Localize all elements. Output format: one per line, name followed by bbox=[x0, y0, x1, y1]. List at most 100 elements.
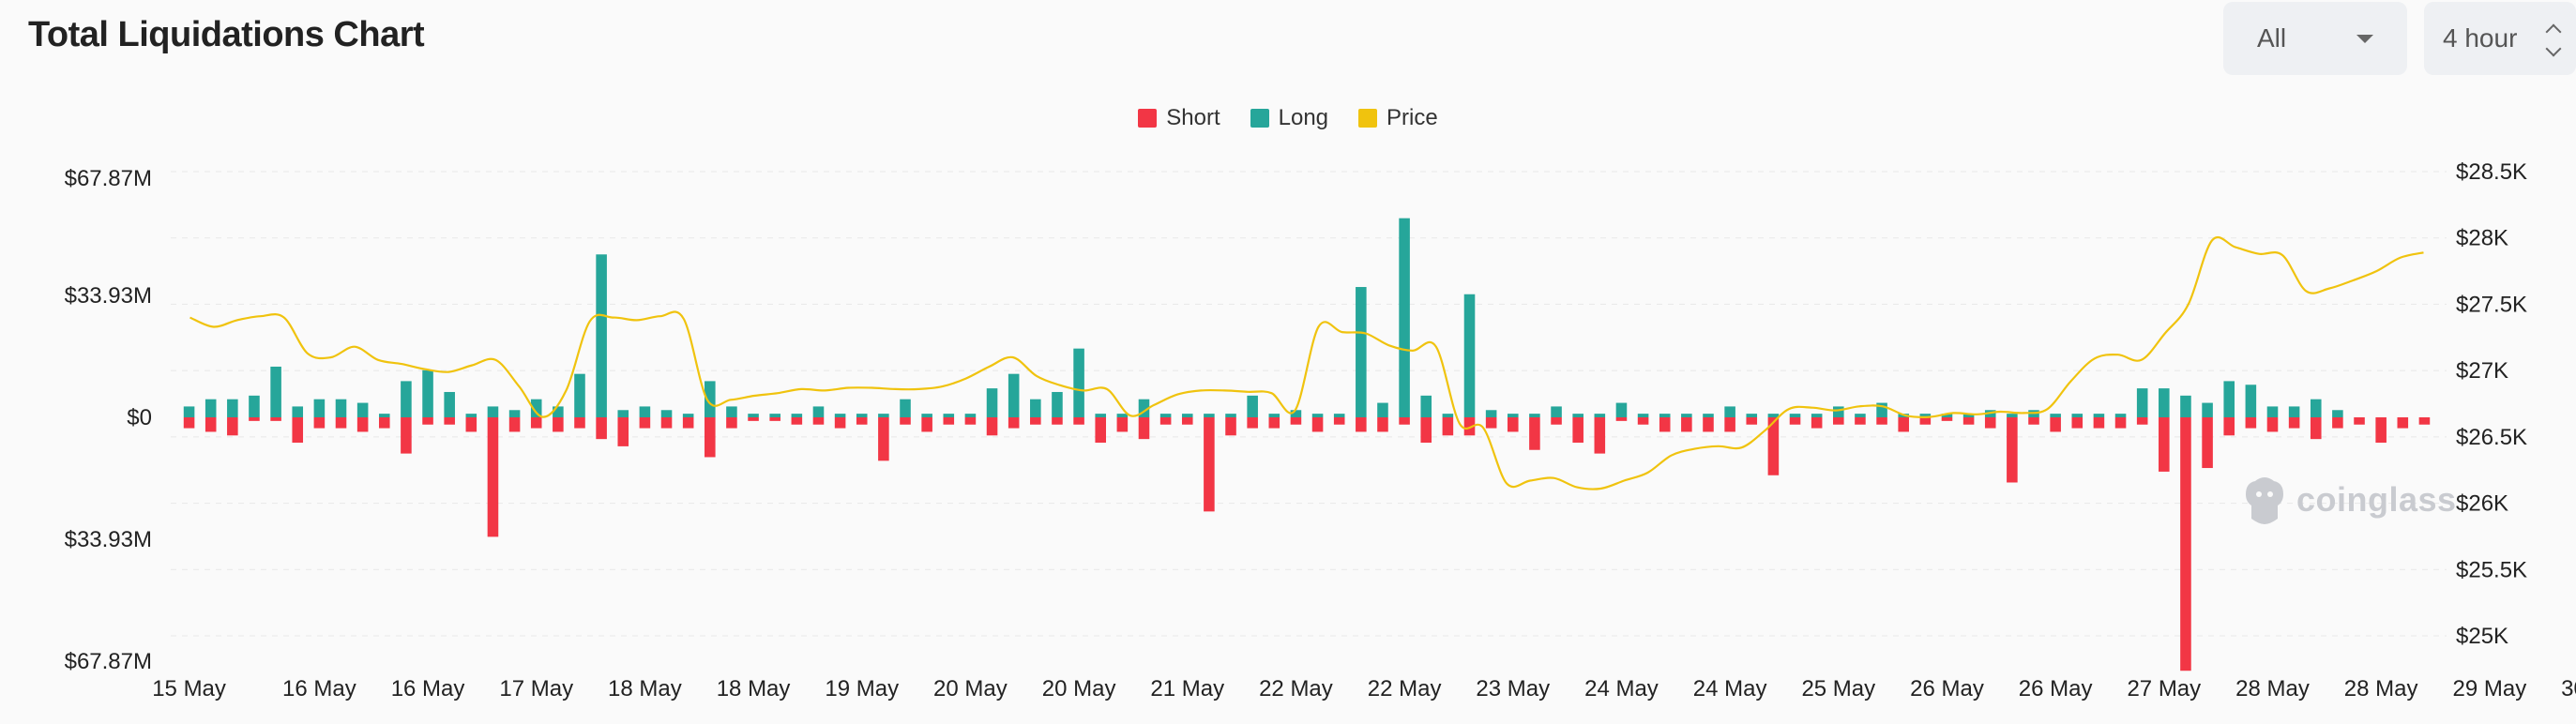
short-bar[interactable] bbox=[1637, 417, 1649, 425]
long-bar[interactable] bbox=[1377, 402, 1388, 417]
long-bar[interactable] bbox=[270, 366, 281, 417]
short-bar[interactable] bbox=[1855, 417, 1866, 425]
short-bar[interactable] bbox=[335, 417, 347, 429]
long-bar[interactable] bbox=[2007, 414, 2018, 417]
long-bar[interactable] bbox=[1919, 414, 1932, 417]
long-bar[interactable] bbox=[249, 395, 260, 417]
long-bar[interactable] bbox=[1225, 414, 1236, 417]
long-bar[interactable] bbox=[1159, 414, 1172, 417]
short-bar[interactable] bbox=[856, 417, 868, 425]
short-bar[interactable] bbox=[1356, 417, 1367, 432]
short-bar[interactable] bbox=[2028, 417, 2039, 425]
long-bar[interactable] bbox=[1572, 414, 1583, 417]
long-bar[interactable] bbox=[748, 414, 759, 417]
long-bar[interactable] bbox=[2093, 414, 2105, 417]
long-bar[interactable] bbox=[553, 406, 564, 417]
long-bar[interactable] bbox=[1637, 414, 1649, 417]
long-bar[interactable] bbox=[1833, 406, 1844, 417]
short-bar[interactable] bbox=[444, 417, 455, 425]
long-bar[interactable] bbox=[1767, 414, 1780, 417]
short-bar[interactable] bbox=[726, 417, 737, 429]
short-bar[interactable] bbox=[1268, 417, 1280, 429]
long-bar[interactable] bbox=[2136, 388, 2148, 417]
long-bar[interactable] bbox=[1724, 406, 1735, 417]
short-bar[interactable] bbox=[1290, 417, 1302, 425]
long-bar[interactable] bbox=[682, 414, 694, 417]
short-bar[interactable] bbox=[2071, 417, 2084, 429]
long-bar[interactable] bbox=[183, 406, 195, 417]
short-bar[interactable] bbox=[1681, 417, 1692, 432]
short-bar[interactable] bbox=[2375, 417, 2387, 444]
long-bar[interactable] bbox=[1507, 414, 1519, 417]
price-series-line[interactable] bbox=[189, 235, 2424, 490]
interval-select[interactable]: 4 hour bbox=[2424, 2, 2576, 75]
short-bar[interactable] bbox=[1529, 417, 1540, 450]
long-bar[interactable] bbox=[1030, 399, 1041, 417]
short-bar[interactable] bbox=[921, 417, 932, 432]
long-bar[interactable] bbox=[1311, 414, 1324, 417]
short-bar[interactable] bbox=[2310, 417, 2322, 440]
long-bar[interactable] bbox=[1073, 348, 1084, 417]
short-bar[interactable] bbox=[986, 417, 998, 436]
long-bar[interactable] bbox=[2332, 410, 2343, 417]
long-bar[interactable] bbox=[1420, 395, 1432, 417]
short-bar[interactable] bbox=[1703, 417, 1714, 432]
long-bar[interactable] bbox=[1181, 414, 1193, 417]
short-bar[interactable] bbox=[1073, 417, 1084, 425]
short-bar[interactable] bbox=[1052, 417, 1063, 425]
short-bar[interactable] bbox=[356, 417, 369, 432]
legend-item-long[interactable]: Long bbox=[1250, 105, 1328, 131]
short-bar[interactable] bbox=[292, 417, 304, 444]
long-bar[interactable] bbox=[574, 373, 585, 417]
short-bar[interactable] bbox=[2050, 417, 2061, 432]
long-bar[interactable] bbox=[1290, 410, 1302, 417]
long-bar[interactable] bbox=[878, 414, 889, 417]
long-bar[interactable] bbox=[1659, 414, 1671, 417]
short-bar[interactable] bbox=[1116, 417, 1129, 432]
long-bar[interactable] bbox=[943, 414, 955, 417]
long-bar[interactable] bbox=[378, 414, 390, 417]
long-bar[interactable] bbox=[1789, 414, 1801, 417]
long-bar[interactable] bbox=[1116, 414, 1129, 417]
short-bar[interactable] bbox=[2007, 417, 2018, 483]
short-bar[interactable] bbox=[2093, 417, 2105, 429]
long-bar[interactable] bbox=[2266, 406, 2279, 417]
long-bar[interactable] bbox=[1463, 294, 1476, 417]
short-bar[interactable] bbox=[553, 417, 564, 432]
range-select[interactable]: All bbox=[2223, 2, 2407, 75]
short-bar[interactable] bbox=[1551, 417, 1562, 425]
long-bar[interactable] bbox=[1615, 402, 1628, 417]
short-bar[interactable] bbox=[249, 417, 260, 421]
short-bar[interactable] bbox=[639, 417, 651, 429]
long-bar[interactable] bbox=[530, 399, 542, 417]
long-bar[interactable] bbox=[900, 399, 911, 417]
short-bar[interactable] bbox=[2114, 417, 2127, 429]
long-bar[interactable] bbox=[596, 254, 607, 417]
short-bar[interactable] bbox=[1204, 417, 1215, 512]
short-bar[interactable] bbox=[1746, 417, 1758, 425]
short-bar[interactable] bbox=[465, 417, 477, 432]
short-bar[interactable] bbox=[1442, 417, 1454, 436]
short-bar[interactable] bbox=[2180, 417, 2191, 671]
short-bar[interactable] bbox=[2136, 417, 2148, 425]
short-bar[interactable] bbox=[205, 417, 217, 432]
long-bar[interactable] bbox=[1941, 414, 1953, 417]
long-bar[interactable] bbox=[964, 414, 977, 417]
short-bar[interactable] bbox=[508, 417, 521, 432]
long-bar[interactable] bbox=[205, 399, 217, 417]
short-bar[interactable] bbox=[1030, 417, 1041, 425]
short-bar[interactable] bbox=[1399, 417, 1410, 425]
short-bar[interactable] bbox=[878, 417, 889, 461]
short-bar[interactable] bbox=[812, 417, 825, 425]
short-bar[interactable] bbox=[530, 417, 542, 429]
long-bar[interactable] bbox=[422, 370, 433, 417]
short-bar[interactable] bbox=[1181, 417, 1193, 425]
long-bar[interactable] bbox=[1138, 399, 1150, 417]
long-bar[interactable] bbox=[1356, 287, 1367, 417]
short-bar[interactable] bbox=[1311, 417, 1324, 432]
long-bar[interactable] bbox=[812, 406, 825, 417]
short-bar[interactable] bbox=[1463, 417, 1476, 436]
long-bar[interactable] bbox=[2159, 388, 2170, 417]
short-bar[interactable] bbox=[1767, 417, 1780, 475]
long-bar[interactable] bbox=[1442, 414, 1454, 417]
